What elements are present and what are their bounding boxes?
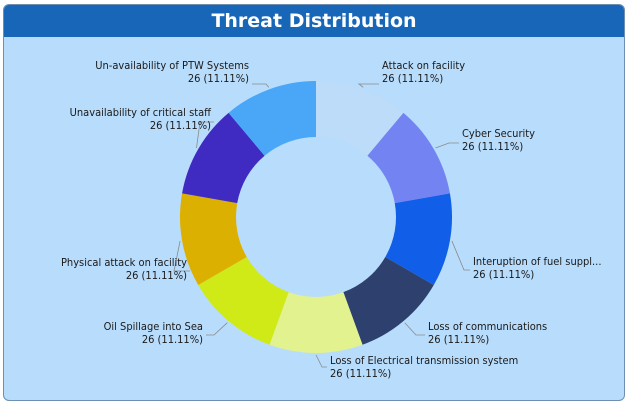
chart-panel: Threat Distribution Attack on facility 26… [3,4,625,401]
leader-lines [173,83,470,368]
slice-value-label: 26 (11.11%) [188,72,249,85]
slice-cyber-security[interactable] [367,112,450,204]
leader-line [357,83,379,88]
slice-label: Cyber Security [462,127,535,140]
slice-value-label: 26 (11.11%) [382,72,443,85]
slice-unavailability-of-critical-staff[interactable] [182,112,265,204]
leader-line [451,240,470,271]
chart-title: Threat Distribution [4,5,624,37]
slice-value-label: 26 (11.11%) [428,333,489,346]
leader-line [196,121,214,149]
leader-line [435,142,459,149]
slice-interuption-of-fuel-supply[interactable] [385,193,452,285]
leader-line [252,83,270,88]
slice-loss-of-electrical-transmission-system[interactable] [269,292,363,353]
leader-line [173,240,190,272]
slice-oil-spillage-into-sea[interactable] [198,257,289,345]
slice-label: Attack on facility [382,59,465,72]
donut-slices [180,81,452,353]
slice-value-label: 26 (11.11%) [126,269,187,282]
slice-physical-attack-on-facility[interactable] [180,193,247,285]
slice-un-availability-of-ptw-systems[interactable] [228,81,316,156]
slice-label: Loss of Electrical transmission system [330,354,518,367]
leader-line [206,322,228,336]
slice-label: Oil Spillage into Sea [104,320,203,333]
slice-loss-of-communications[interactable] [343,257,434,345]
slice-label: Interuption of fuel suppl... [473,255,601,268]
slice-value-label: 26 (11.11%) [462,140,523,153]
slice-value-label: 26 (11.11%) [473,268,534,281]
slice-label: Physical attack on facility [61,256,187,269]
slice-attack-on-facility[interactable] [316,81,404,156]
slice-value-label: 26 (11.11%) [330,367,391,380]
slice-label: Unavailability of critical staff [70,106,213,119]
slice-label: Loss of communications [428,320,547,333]
slice-value-label: 26 (11.11%) [142,333,203,346]
leader-line [404,322,425,336]
slice-label: Un-availability of PTW Systems [95,59,249,72]
leader-line [315,354,327,368]
slice-value-label: 26 (11.11%) [150,119,211,132]
